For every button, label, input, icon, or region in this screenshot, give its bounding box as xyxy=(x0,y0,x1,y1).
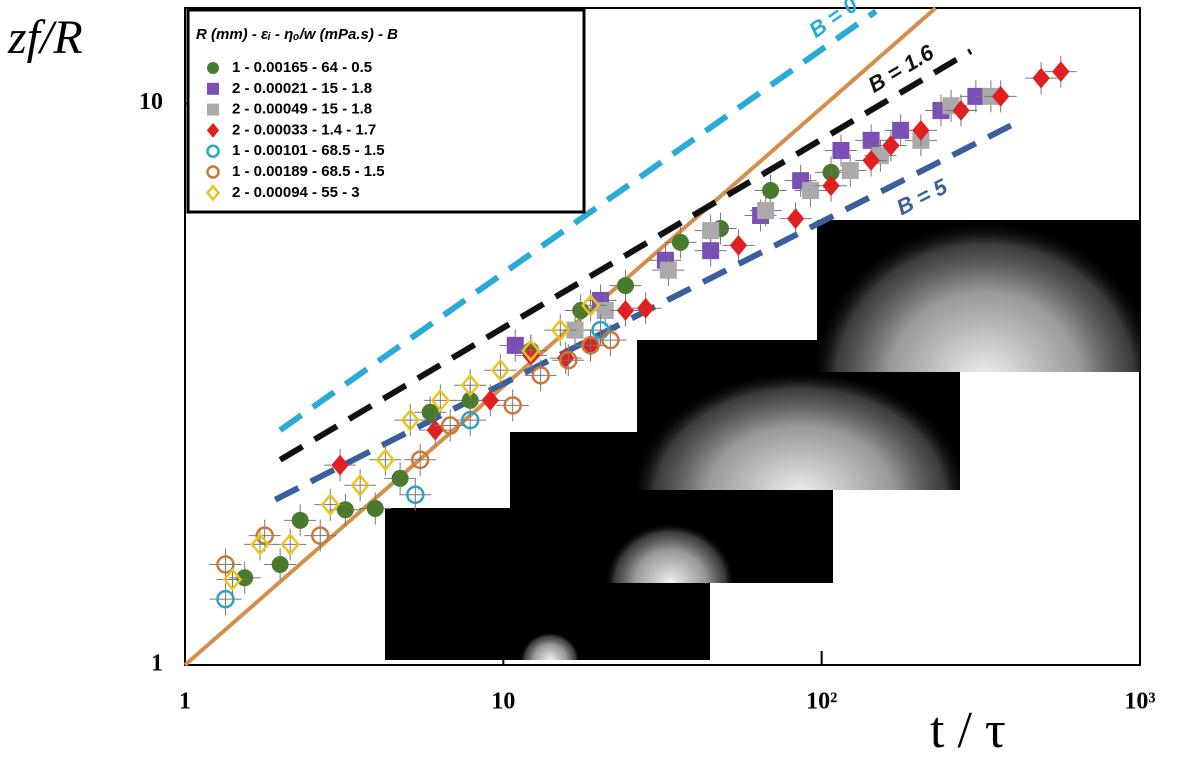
x-tick-label: 1 xyxy=(179,689,191,715)
marker xyxy=(601,330,620,350)
dashed-line xyxy=(278,48,973,463)
marker xyxy=(882,135,900,156)
marker xyxy=(862,150,880,171)
marker xyxy=(503,396,522,415)
legend-marker xyxy=(206,165,220,179)
x-tick-label: 10² xyxy=(806,689,837,715)
marker xyxy=(400,408,420,432)
marker xyxy=(521,339,541,363)
marker xyxy=(406,485,425,505)
marker xyxy=(580,293,601,317)
marker xyxy=(550,318,570,342)
marker xyxy=(822,175,840,197)
marker xyxy=(591,320,610,340)
marker xyxy=(331,454,349,476)
marker xyxy=(460,373,480,397)
marker xyxy=(236,569,254,587)
marker xyxy=(410,450,430,470)
marker xyxy=(222,567,243,592)
legend-label: 1 - 0.00189 - 68.5 - 1.5 xyxy=(232,163,385,180)
marker xyxy=(391,469,409,487)
marker xyxy=(280,532,300,556)
x-axis-label: t / τ xyxy=(930,702,1006,759)
legend-marker xyxy=(207,103,219,116)
legend-label: 2 - 0.00049 - 15 - 1.8 xyxy=(232,101,372,118)
legend-box xyxy=(186,8,586,214)
marker xyxy=(729,235,748,256)
legend-marker xyxy=(206,144,220,158)
line-annotation: B = 0 xyxy=(804,0,863,43)
x-tick-label: 10 xyxy=(491,689,515,715)
bubble-glow xyxy=(637,370,960,490)
marker xyxy=(637,297,655,319)
bubble-glow xyxy=(520,632,580,660)
bubble-glow xyxy=(605,523,735,583)
legend-marker xyxy=(206,123,220,138)
marker xyxy=(481,390,499,411)
marker xyxy=(1032,67,1050,89)
marker xyxy=(841,161,859,179)
legend-marker xyxy=(207,82,219,95)
marker xyxy=(490,358,511,382)
marker xyxy=(581,336,600,355)
marker xyxy=(786,208,805,229)
marker xyxy=(271,556,289,574)
marker xyxy=(617,277,635,295)
marker xyxy=(952,100,970,121)
marker xyxy=(531,366,550,385)
legend-label: 1 - 0.00101 - 68.5 - 1.5 xyxy=(232,142,385,159)
marker xyxy=(757,202,775,220)
marker xyxy=(375,448,395,472)
legend: R (mm) - εᵢ - ηₒ/w (mPa.s) - B 1 - 0.001… xyxy=(186,8,586,214)
marker xyxy=(659,261,677,279)
marker xyxy=(460,410,480,430)
y-tick-label: 1 xyxy=(151,651,163,677)
marker xyxy=(912,119,930,141)
marker xyxy=(421,403,439,421)
x-tick-label: 10³ xyxy=(1124,689,1155,715)
legend-marker xyxy=(207,62,219,74)
marker xyxy=(671,233,689,251)
marker xyxy=(1052,61,1070,83)
marker xyxy=(336,501,354,519)
marker xyxy=(366,500,384,518)
marker xyxy=(350,473,370,497)
line-annotation: B = 1.6 xyxy=(864,39,939,97)
marker xyxy=(440,416,460,435)
dashed-line xyxy=(278,8,878,433)
marker xyxy=(320,493,340,517)
marker xyxy=(992,85,1010,107)
marker xyxy=(802,182,820,200)
y-axis-label: zf/R xyxy=(7,11,83,64)
bubble-glow xyxy=(817,220,1140,372)
legend-label: 1 - 0.00165 - 64 - 0.5 xyxy=(232,59,372,76)
marker xyxy=(216,589,235,609)
marker xyxy=(702,222,720,240)
legend-label: 2 - 0.00094 - 55 - 3 xyxy=(232,184,360,201)
marker xyxy=(506,336,524,354)
marker xyxy=(291,511,309,529)
marker xyxy=(311,526,330,545)
y-tick-label: 10 xyxy=(139,89,163,115)
legend-label: 2 - 0.00021 - 15 - 1.8 xyxy=(232,80,372,97)
marker xyxy=(216,555,235,574)
inset-images xyxy=(385,220,1140,660)
marker xyxy=(832,141,850,159)
marker xyxy=(255,526,274,545)
marker xyxy=(559,351,578,370)
marker xyxy=(426,419,444,441)
marker xyxy=(430,388,450,412)
legend-title: R (mm) - εᵢ - ηₒ/w (mPa.s) - B xyxy=(196,26,398,43)
legend-marker xyxy=(205,184,221,202)
marker xyxy=(250,532,270,556)
marker xyxy=(616,300,635,321)
legend-label: 2 - 0.00033 - 1.4 - 1.7 xyxy=(232,121,376,138)
marker xyxy=(762,182,780,200)
